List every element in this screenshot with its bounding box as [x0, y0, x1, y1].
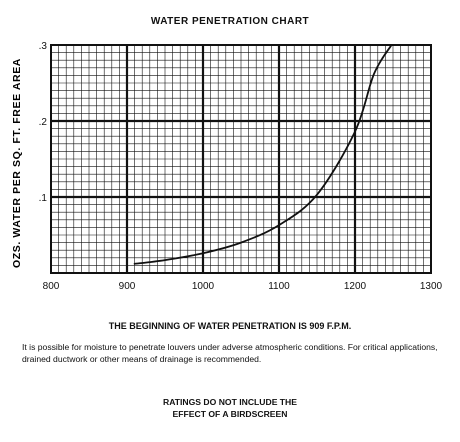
y-tick-labels: .1 .2 .3: [39, 41, 48, 204]
water-penetration-chart: 800 900 1000 1100 1200 1300 .1 .2 .3 OZS. WATER…: [11, 41, 443, 292]
plot-frame: [50, 44, 432, 274]
x-tick-label: 1000: [192, 281, 215, 292]
x-tick-labels: 800 900 1000 1100 1200 1300: [43, 281, 443, 292]
x-tick-label: 1300: [420, 281, 443, 292]
chart-title: WATER PENETRATION CHART: [150, 16, 310, 27]
x-tick-label: 1100: [268, 281, 290, 292]
y-tick-label: .2: [39, 117, 48, 128]
birdscreen-note-line1: RATINGS DO NOT INCLUDE THE: [163, 397, 297, 407]
penetration-threshold-note: THE BEGINNING OF WATER PENETRATION IS 90…: [108, 321, 352, 331]
y-tick-label: .3: [39, 41, 48, 52]
y-axis-label: OZS. WATER PER SQ. FT. FREE AREA: [11, 58, 23, 268]
x-tick-label: 1200: [344, 281, 367, 292]
x-tick-label: 900: [119, 281, 136, 292]
y-tick-label: .1: [39, 193, 48, 204]
penetration-curve: [133, 44, 393, 265]
birdscreen-note: RATINGS DO NOT INCLUDE THE EFFECT OF A B…: [0, 397, 460, 420]
birdscreen-note-line2: EFFECT OF A BIRDSCREEN: [172, 408, 288, 419]
major-grid: [51, 45, 431, 273]
x-tick-label: 800: [43, 281, 60, 292]
minor-grid: [51, 45, 431, 273]
moisture-disclaimer: It is possible for moisture to penetrate…: [22, 342, 438, 364]
